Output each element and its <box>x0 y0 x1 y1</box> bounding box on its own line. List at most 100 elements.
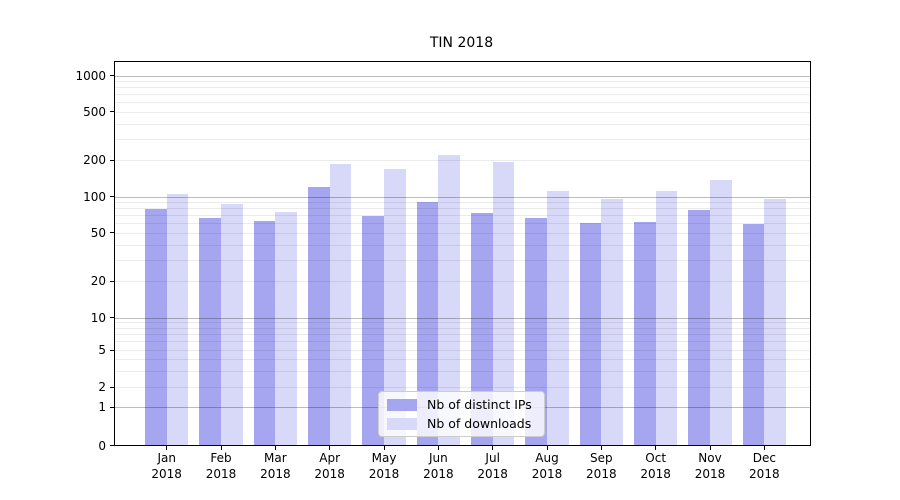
x-tick-mark <box>546 445 548 450</box>
gridline-minor <box>114 215 810 217</box>
legend-item-distinct-ips: Nb of distinct IPs <box>387 397 536 412</box>
bar-downloads-jan <box>166 193 189 445</box>
gridline-minor <box>114 223 810 225</box>
bar-downloads-mar <box>275 212 298 445</box>
y-tick-mark <box>109 75 114 76</box>
bar-downloads-jun <box>438 155 461 445</box>
gridline-minor <box>114 202 810 204</box>
gridline-minor <box>114 359 810 360</box>
x-tick-mark <box>492 445 494 450</box>
y-tick-label: 50 <box>90 225 106 240</box>
y-tick-label: 5 <box>98 343 106 357</box>
gridline-minor <box>114 208 810 210</box>
x-tick-label: Jan 2018 <box>151 451 182 481</box>
gridline-minor <box>114 322 810 324</box>
x-tick-label: Dec 2018 <box>749 451 780 481</box>
x-tick-label: Feb 2018 <box>205 451 237 481</box>
gridline-minor <box>114 138 810 140</box>
x-tick-label: Aug 2018 <box>531 451 563 481</box>
y-tick-label: 10 <box>90 310 106 325</box>
y-tick-label: 1000 <box>75 68 106 83</box>
y-tick-label: 500 <box>83 104 106 119</box>
x-tick-mark <box>437 445 439 450</box>
gridline-minor <box>114 232 810 234</box>
gridline-minor <box>114 87 810 89</box>
gridline-minor <box>114 327 810 329</box>
gridline-major <box>114 75 810 77</box>
bar-downloads-sep <box>601 199 624 445</box>
bar-downloads-may <box>384 169 406 445</box>
legend-label-downloads: Nb of downloads <box>427 416 532 431</box>
x-tick-mark <box>220 445 222 450</box>
bar-distinct-ips-mar <box>253 221 276 445</box>
chart-title: TIN 2018 <box>429 35 494 51</box>
x-tick-mark <box>383 445 385 450</box>
gridline-minor <box>114 281 810 283</box>
gridline-minor <box>114 350 810 351</box>
gridline-minor <box>114 244 810 246</box>
x-tick-label: Mar 2018 <box>260 451 291 481</box>
gridline-minor <box>114 81 810 83</box>
bar-distinct-ips-feb <box>199 218 222 445</box>
bar-downloads-apr <box>329 164 352 445</box>
y-tick-mark <box>109 406 114 408</box>
x-tick-label: Jul 2018 <box>477 451 508 481</box>
y-tick-mark <box>109 445 114 446</box>
y-tick-label: 1 <box>98 400 106 414</box>
bar-downloads-nov <box>710 179 732 445</box>
x-tick-mark <box>274 445 276 450</box>
x-tick-mark <box>329 445 331 450</box>
x-tick-mark <box>763 445 765 450</box>
y-tick-label: 100 <box>83 189 106 204</box>
x-tick-label: Oct 2018 <box>640 451 671 481</box>
bar-distinct-ips-jan <box>145 209 167 445</box>
gridline-minor <box>114 123 810 125</box>
y-tick-mark <box>109 196 114 197</box>
x-tick-mark <box>600 445 602 450</box>
gridline-minor <box>114 334 810 336</box>
y-tick-label: 2 <box>98 380 106 394</box>
y-tick-mark <box>109 111 114 113</box>
y-tick-label: 20 <box>90 274 106 289</box>
x-tick-mark <box>655 445 657 450</box>
gridline-minor <box>114 102 810 104</box>
gridline-minor <box>114 387 810 388</box>
gridline-minor <box>114 341 810 343</box>
x-tick-label: May 2018 <box>368 451 400 481</box>
bar-distinct-ips-oct <box>633 222 656 445</box>
y-tick-mark <box>109 159 114 161</box>
gridline-minor <box>114 259 810 261</box>
bar-distinct-ips-apr <box>307 186 330 445</box>
gridline-minor <box>114 160 810 162</box>
gridline-major <box>114 317 810 319</box>
x-tick-label: Nov 2018 <box>694 451 726 481</box>
bar-distinct-ips-dec <box>742 224 765 445</box>
bar-distinct-ips-sep <box>579 223 602 445</box>
bar-distinct-ips-aug <box>525 218 547 445</box>
x-tick-mark <box>166 445 168 450</box>
legend-swatch-distinct-ips <box>387 398 417 411</box>
bar-distinct-ips-jul <box>470 212 493 445</box>
legend-item-downloads: Nb of downloads <box>387 416 536 431</box>
y-tick-mark <box>109 280 114 282</box>
gridline-minor <box>114 94 810 96</box>
y-tick-mark <box>109 386 114 388</box>
bar-distinct-ips-nov <box>688 209 710 445</box>
legend: Nb of distinct IPs Nb of downloads <box>378 391 545 437</box>
y-tick-mark <box>109 317 114 318</box>
bar-downloads-aug <box>547 191 569 445</box>
y-tick-label: 200 <box>83 153 106 168</box>
gridline-minor <box>114 111 810 113</box>
gridline-major <box>114 196 810 198</box>
bar-downloads-feb <box>221 204 243 445</box>
bar-downloads-oct <box>655 190 678 445</box>
x-tick-label: Sep 2018 <box>586 451 617 481</box>
legend-label-distinct-ips: Nb of distinct IPs <box>427 397 532 412</box>
plot-area <box>113 60 811 446</box>
y-tick-mark <box>109 232 114 234</box>
bar-downloads-jul <box>492 162 515 445</box>
y-tick-mark <box>109 349 114 351</box>
bar-distinct-ips-jun <box>416 202 439 445</box>
legend-swatch-downloads <box>387 417 417 430</box>
